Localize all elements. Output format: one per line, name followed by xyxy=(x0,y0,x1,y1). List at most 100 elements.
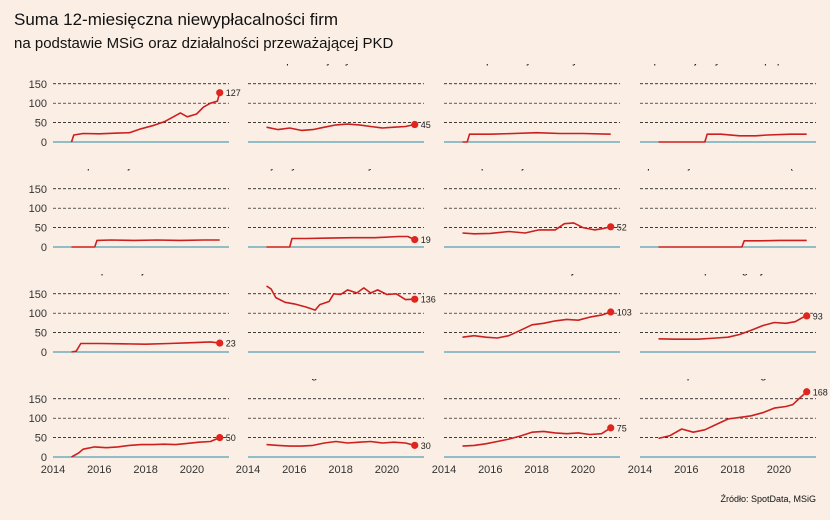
facet-title: budownictwo xyxy=(303,264,369,276)
end-value-label: 19 xyxy=(421,235,431,245)
series-line xyxy=(71,436,221,458)
chart-subtitle: na podstawie MSiG oraz działalności prze… xyxy=(14,35,394,52)
end-value-label: 136 xyxy=(421,295,436,305)
y-tick-label: 50 xyxy=(35,328,47,340)
facet-title: finanse i real estate xyxy=(482,369,582,381)
facet-title: produkcja samochodów i części xyxy=(647,159,809,171)
facet-panel: usługi ICT i media 2014 2016 2018 2020 30 xyxy=(236,369,431,476)
y-tick-label: 100 xyxy=(29,203,47,215)
x-tick-label: 2014 xyxy=(236,464,260,476)
end-point xyxy=(803,388,811,396)
facet-panel: pozostałe usługi 2014 2016 2018 2020 168 xyxy=(628,369,828,476)
y-tick-label: 0 xyxy=(41,452,47,464)
y-tick-label: 50 xyxy=(35,118,47,130)
y-tick-label: 0 xyxy=(41,137,47,149)
y-tick-label: 150 xyxy=(29,289,47,301)
end-point xyxy=(411,236,419,244)
facet-title: produkcja wyrobów z papieru xyxy=(654,54,803,66)
facet-panel: produkcja metalowa 52 xyxy=(444,159,627,248)
x-tick-label: 2020 xyxy=(767,464,791,476)
series-line xyxy=(658,133,807,143)
facet-title: pozostałe usługi xyxy=(687,369,769,381)
y-tick-label: 0 xyxy=(41,347,47,359)
end-point xyxy=(607,308,615,316)
end-value-label: 93 xyxy=(813,311,823,321)
series-line xyxy=(658,315,808,340)
series-line xyxy=(658,239,807,248)
x-tick-label: 2018 xyxy=(328,464,352,476)
facet-title: produkcja wyrobów z tworzyw sztucznych xyxy=(230,159,442,171)
series-line xyxy=(71,341,220,353)
facet-title: transport i logistyka xyxy=(678,264,778,276)
facet-panel: finanse i real estate 2014 2016 2018 2020 75 xyxy=(432,369,627,476)
y-tick-label: 150 xyxy=(29,79,47,91)
y-tick-label: 50 xyxy=(35,433,47,445)
facet-panel: produkcja samochodów i części xyxy=(640,159,816,248)
facet-title: produkcja mebli xyxy=(101,264,182,276)
end-point xyxy=(803,312,811,320)
x-tick-label: 2014 xyxy=(628,464,652,476)
facet-panel: produkcja chemiczna 0 50 100 150 xyxy=(29,159,229,254)
x-tick-label: 2016 xyxy=(282,464,306,476)
series-line xyxy=(266,235,416,248)
end-value-label: 45 xyxy=(421,120,431,130)
facet-title: produkcja żywności xyxy=(286,54,386,66)
series-line xyxy=(266,440,415,447)
end-point xyxy=(216,339,224,347)
series-line xyxy=(71,239,220,248)
x-tick-label: 2014 xyxy=(41,464,65,476)
y-tick-label: 100 xyxy=(29,413,47,425)
facet-panel: handel detaliczny 103 xyxy=(444,274,632,353)
facet-title: rolnictwo xyxy=(118,54,163,66)
facet-panel: rolnictwo 0 50 100 150 127 xyxy=(29,54,241,149)
x-tick-label: 2016 xyxy=(87,464,111,476)
series-line xyxy=(266,285,415,311)
series-line xyxy=(658,391,808,440)
end-value-label: 52 xyxy=(617,222,627,232)
end-point xyxy=(411,120,419,129)
y-tick-label: 0 xyxy=(41,242,47,254)
series-line xyxy=(70,92,221,143)
facet-panel: produkcja wyrobów z tworzyw sztucznych 19 xyxy=(230,159,442,248)
series-line xyxy=(462,427,612,447)
end-value-label: 75 xyxy=(617,423,627,433)
x-tick-label: 2016 xyxy=(674,464,698,476)
facet-title: usługi ICT i media xyxy=(290,369,382,381)
end-value-label: 30 xyxy=(421,441,431,451)
y-tick-label: 100 xyxy=(29,308,47,320)
end-value-label: 23 xyxy=(226,339,236,349)
series-line xyxy=(462,311,611,339)
facet-panel: produkcja mebli 0 50 100 150 23 xyxy=(29,264,236,359)
x-tick-label: 2018 xyxy=(133,464,157,476)
y-tick-label: 50 xyxy=(35,223,47,235)
end-point xyxy=(216,433,224,442)
facet-title: produkcja metalowa xyxy=(481,159,584,171)
facet-title: HORECA xyxy=(116,369,166,381)
chart-title: Suma 12-miesięczna niewypłacalności firm xyxy=(14,10,339,29)
x-tick-label: 2020 xyxy=(375,464,399,476)
end-point xyxy=(607,424,615,432)
end-value-label: 168 xyxy=(813,387,828,397)
facet-panel: transport i logistyka 93 xyxy=(640,264,823,353)
x-tick-label: 2020 xyxy=(571,464,595,476)
series-line xyxy=(266,123,415,132)
series-line xyxy=(462,131,611,143)
facet-panel: produkcja odzieży xyxy=(444,54,620,143)
x-tick-label: 2018 xyxy=(524,464,548,476)
facet-panel: budownictwo 136 xyxy=(248,264,436,353)
end-point xyxy=(607,223,615,231)
y-tick-label: 100 xyxy=(29,98,47,110)
facet-title: produkcja odzieży xyxy=(486,54,578,66)
end-value-label: 50 xyxy=(226,433,236,443)
end-value-label: 127 xyxy=(226,88,241,98)
end-point xyxy=(411,295,419,303)
source-caption: Źródło: SpotData, MSiG xyxy=(720,494,816,504)
x-tick-label: 2016 xyxy=(478,464,502,476)
series-line xyxy=(462,222,611,235)
y-tick-label: 150 xyxy=(29,184,47,196)
facet-title: produkcja chemiczna xyxy=(87,159,196,171)
end-value-label: 103 xyxy=(617,308,632,318)
end-point xyxy=(411,441,419,449)
end-point xyxy=(216,89,224,97)
